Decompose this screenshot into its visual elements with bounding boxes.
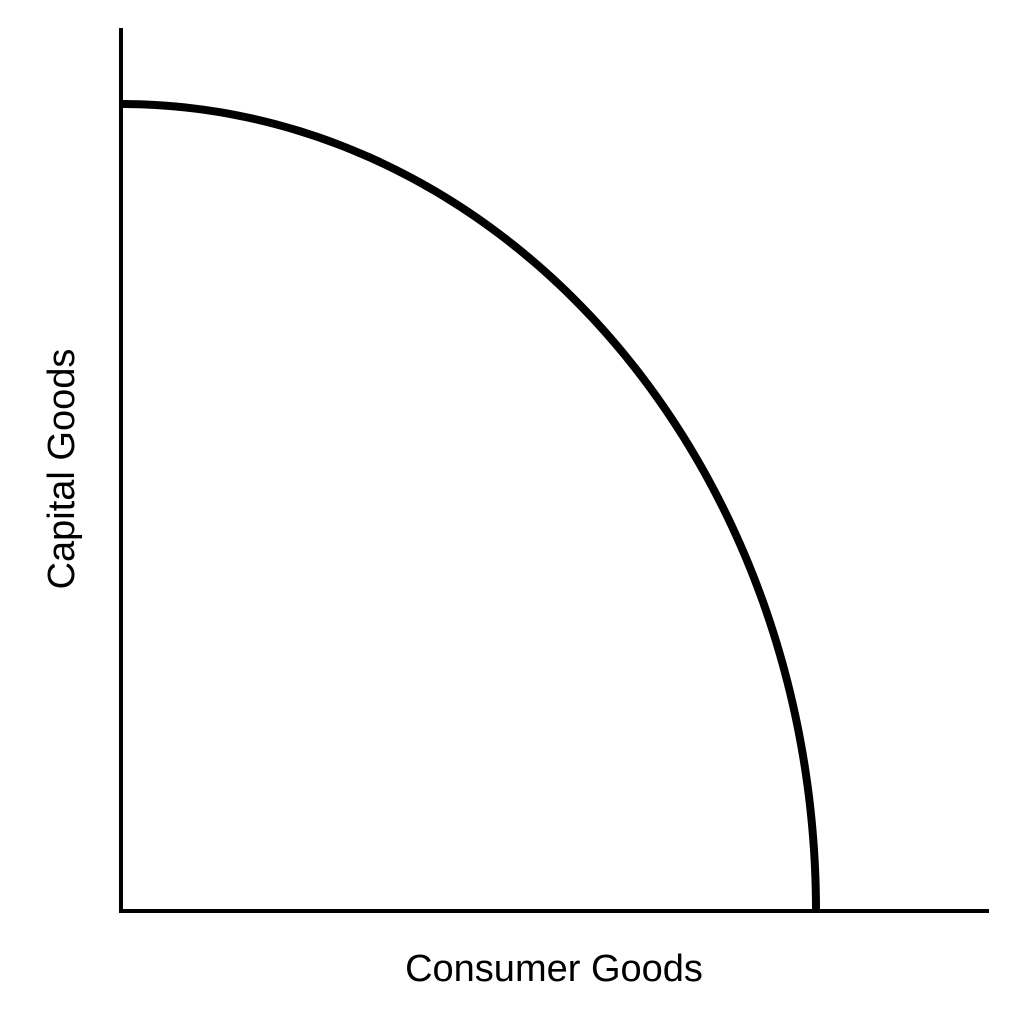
production-possibilities-curve	[120, 100, 820, 912]
y-axis-label: Capital Goods	[41, 349, 83, 590]
x-axis-label: Consumer Goods	[405, 948, 703, 990]
